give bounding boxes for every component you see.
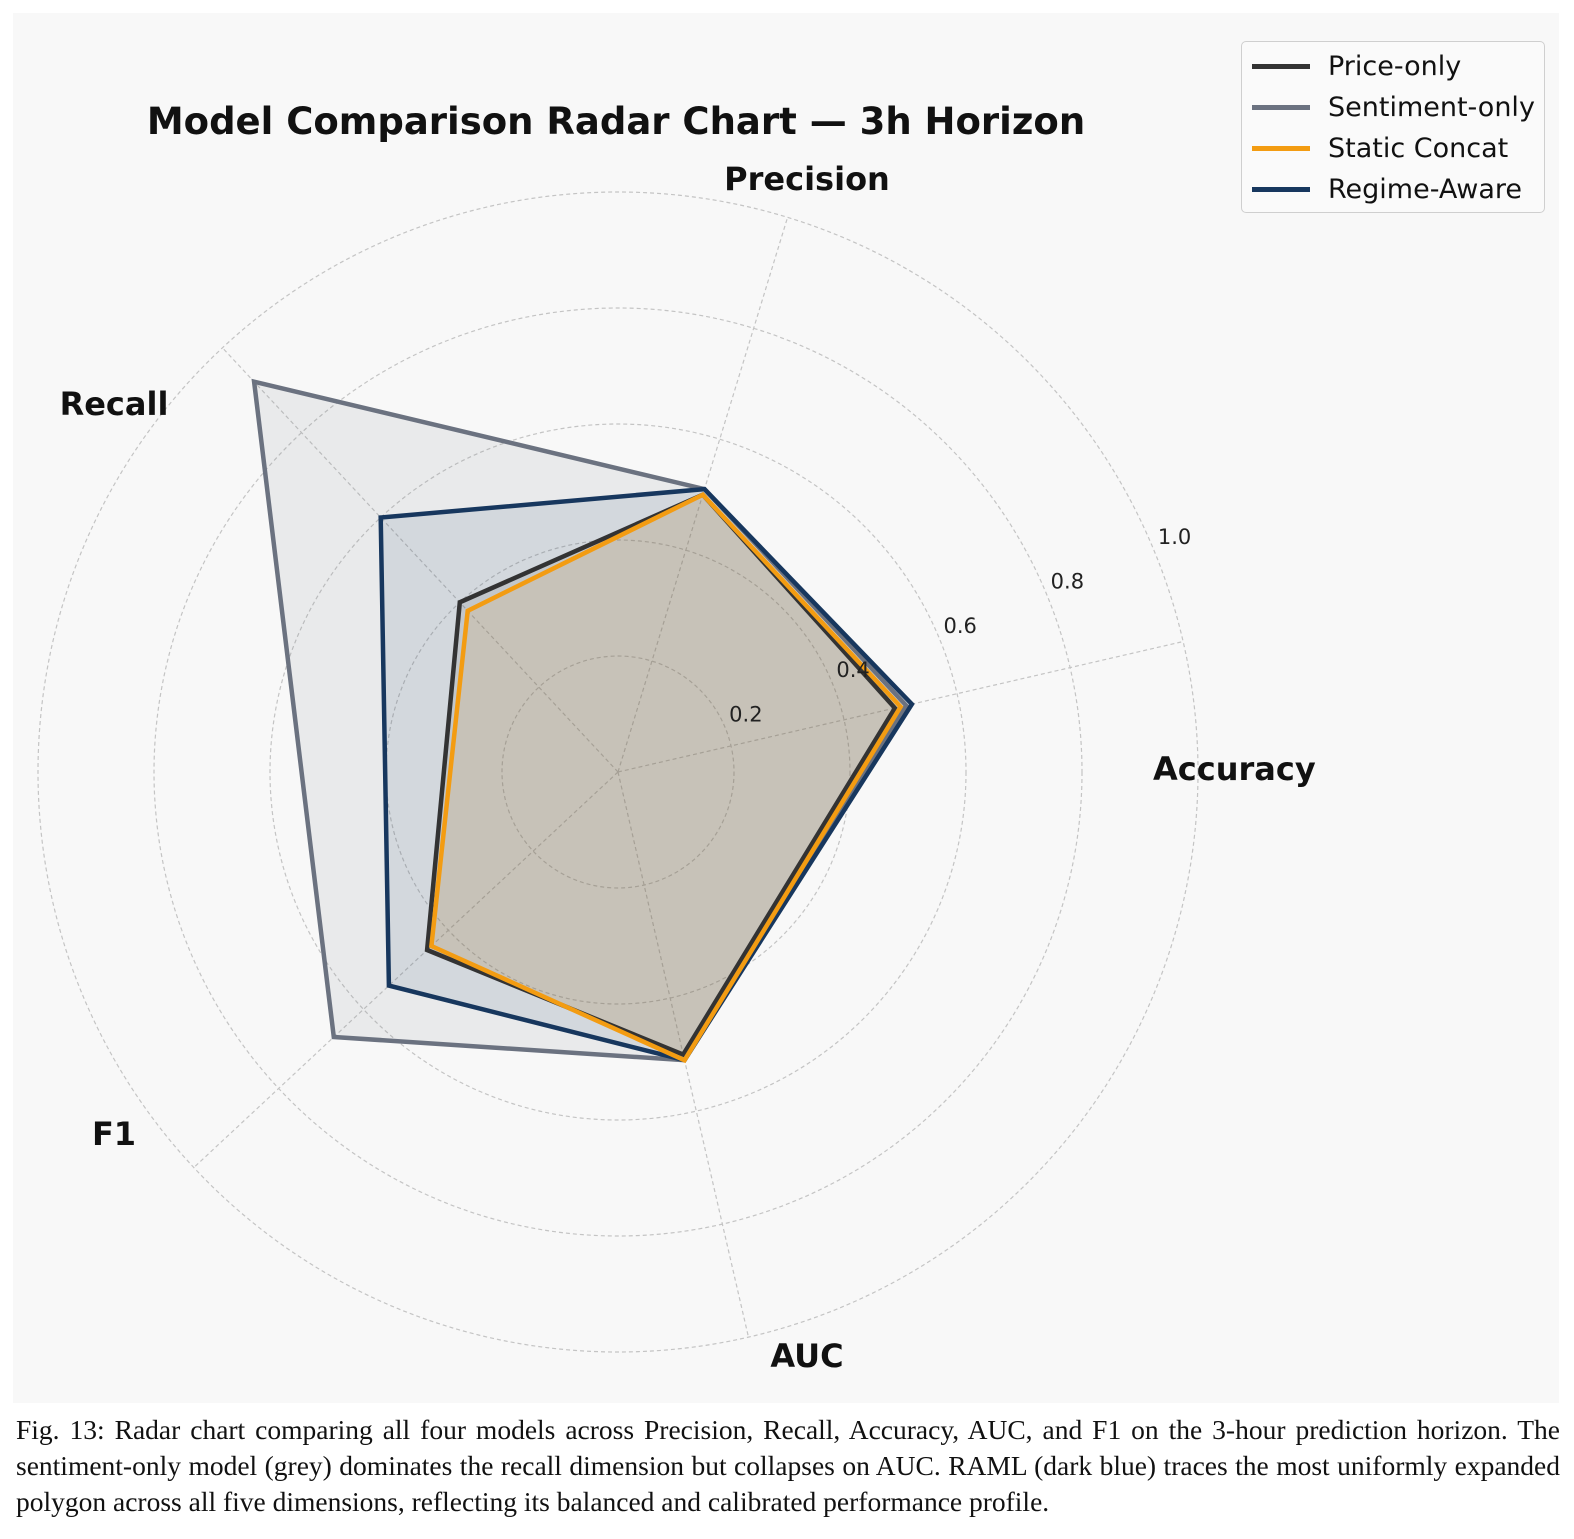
grid-ring bbox=[269, 423, 967, 1121]
grid-ring bbox=[153, 307, 1083, 1237]
radial-tick-label: 1.0 bbox=[1158, 525, 1191, 549]
series-fill bbox=[431, 494, 901, 1061]
legend-label: Regime-Aware bbox=[1328, 174, 1522, 205]
axis-labels: Accuracy Precision Recall F1 AUC bbox=[60, 160, 1316, 1375]
legend-item: Static Concat bbox=[1242, 132, 1544, 166]
legend-label: Sentiment-only bbox=[1328, 92, 1535, 123]
radial-tick-labels: 0.2 0.4 0.6 0.8 1.0 bbox=[729, 525, 1191, 727]
legend: Price-only Sentiment-only Static Concat … bbox=[1241, 41, 1545, 213]
legend-label: Static Concat bbox=[1328, 133, 1509, 164]
axis-spoke bbox=[222, 347, 619, 773]
legend-swatch bbox=[1252, 64, 1310, 69]
legend-swatch bbox=[1252, 187, 1310, 192]
chart-title: Model Comparison Radar Chart — 3h Horizo… bbox=[147, 100, 1085, 143]
legend-swatch bbox=[1252, 146, 1310, 151]
axis-label-precision: Precision bbox=[724, 160, 890, 198]
radar-chart: 0.2 0.4 0.6 0.8 1.0 Accuracy Precision Recall F… bbox=[37, 100, 1316, 1375]
axis-label-auc: AUC bbox=[770, 1337, 843, 1375]
radial-tick-label: 0.4 bbox=[836, 658, 869, 682]
axis-label-f1: F1 bbox=[92, 1115, 136, 1153]
axis-label-accuracy: Accuracy bbox=[1153, 750, 1316, 788]
legend-item: Regime-Aware bbox=[1242, 173, 1544, 207]
figure-panel: 0.2 0.4 0.6 0.8 1.0 Accuracy Precision Recall F… bbox=[13, 13, 1559, 1403]
series-fill bbox=[427, 494, 895, 1055]
legend-item: Price-only bbox=[1242, 50, 1544, 84]
axis-label-recall: Recall bbox=[60, 385, 169, 423]
grid-ring bbox=[501, 655, 735, 889]
series-line bbox=[428, 491, 904, 1064]
radar-series bbox=[251, 378, 915, 1064]
radial-tick-label: 0.6 bbox=[944, 614, 977, 638]
grid-ring bbox=[37, 191, 1199, 1353]
axis-spoke bbox=[193, 771, 619, 1168]
radial-tick-label: 0.8 bbox=[1051, 569, 1084, 593]
radial-tick-label: 0.2 bbox=[729, 703, 762, 727]
legend-item: Sentiment-only bbox=[1242, 91, 1544, 125]
legend-label: Price-only bbox=[1328, 51, 1462, 82]
series-fill bbox=[380, 489, 912, 1061]
legend-swatch bbox=[1252, 105, 1310, 110]
figure-caption: Fig. 13: Radar chart comparing all four … bbox=[16, 1414, 1560, 1517]
series-fill bbox=[254, 381, 907, 1061]
radar-grid bbox=[37, 191, 1199, 1353]
